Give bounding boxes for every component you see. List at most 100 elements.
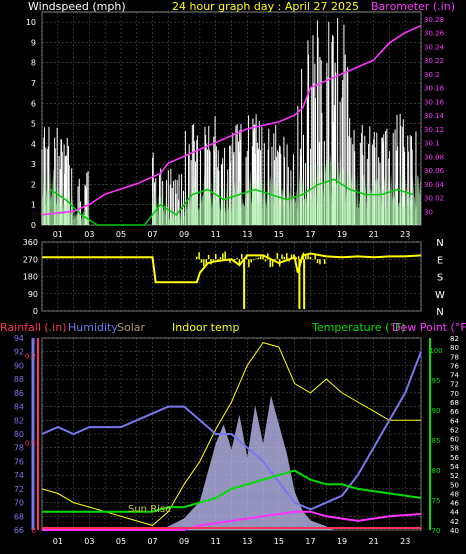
top-hour-tick: 13 (242, 230, 252, 239)
temp-tick-label: 56 (450, 454, 459, 462)
wind-tick-label: 6 (31, 99, 36, 108)
compass-label: N (436, 307, 443, 318)
barometer-tick-label: 30.06 (424, 167, 445, 175)
top-hour-tick: 07 (147, 230, 157, 239)
temp-tick-label: 68 (450, 399, 459, 407)
compass-label: S (437, 273, 443, 284)
chart-title: 24 hour graph day : April 27 2025 (172, 0, 359, 13)
barometer-tick-label: 30 (424, 208, 433, 216)
humidity-tick-label: 78 (14, 444, 24, 453)
temp-tick-label: 60 (450, 436, 459, 444)
barometer-tick-label: 30.24 (424, 43, 445, 51)
temp-tick-label: 42 (450, 518, 459, 526)
humidity-label: Humidity (68, 321, 118, 334)
wind-area (42, 151, 421, 225)
temp-tick-label: 44 (450, 509, 459, 517)
barometer-tick-label: 30.2 (424, 71, 440, 79)
dew-tick-label: 95 (432, 377, 441, 385)
temp-tick-label: 82 (450, 335, 459, 343)
wind-tick-label: 0 (31, 221, 36, 230)
rain-tick-label: 0.2 (25, 352, 36, 360)
wind-tick-label: 2 (31, 180, 36, 189)
bottom-hour-tick: 21 (369, 537, 379, 546)
dew-tick-label: 80 (432, 467, 441, 475)
dew-tick-label: 90 (432, 407, 441, 415)
rain-tick-label: 0.1 (25, 440, 36, 448)
humidity-tick-label: 88 (14, 375, 24, 384)
barometer-tick-label: 30.02 (424, 195, 444, 203)
top-hour-tick: 03 (84, 230, 94, 239)
bottom-hour-tick: 05 (116, 537, 126, 546)
temperature-label: Temperature (°F) (311, 321, 406, 334)
bottom-hour-tick: 15 (274, 537, 284, 546)
rain-tick-label: 0 (32, 527, 36, 535)
compass-label: N (436, 238, 443, 249)
humidity-tick-label: 66 (14, 526, 24, 535)
bottom-hour-tick: 01 (53, 537, 63, 546)
direction-tick-label: 270 (23, 255, 38, 264)
wind-tick-label: 3 (31, 160, 36, 169)
solar-label: Solar (117, 321, 146, 334)
humidity-tick-label: 90 (14, 361, 24, 370)
wind-direction-panel: 0 N 90 W 180 S 270 E 360 N (23, 238, 445, 318)
bottom-hour-tick: 09 (179, 537, 189, 546)
barometer-tick-label: 30.14 (424, 112, 445, 120)
temp-tick-label: 62 (450, 426, 459, 434)
temp-tick-label: 72 (450, 381, 459, 389)
dew-point-line (42, 510, 422, 531)
humidity-tick-label: 86 (14, 389, 24, 398)
temp-tick-label: 54 (450, 463, 459, 471)
humidity-tick-label: 68 (14, 512, 24, 521)
compass-label: W (435, 290, 445, 301)
top-hour-tick: 21 (369, 230, 379, 239)
direction-tick-label: 180 (23, 273, 38, 282)
barometer-tick-label: 30.18 (424, 85, 444, 93)
top-hour-tick: 15 (274, 230, 284, 239)
temperature-humidity-panel: 6668707274767880828486889092944042444648… (14, 334, 460, 546)
dew-tick-label: 75 (432, 497, 441, 505)
temp-tick-label: 76 (450, 362, 459, 370)
rainfall-label: Rainfall (.in) (0, 321, 67, 334)
top-hour-tick: 19 (337, 230, 347, 239)
humidity-tick-label: 92 (14, 348, 24, 357)
dew-tick-label: 70 (432, 527, 441, 535)
mid-marks (42, 251, 422, 310)
humidity-tick-label: 76 (14, 457, 24, 466)
bottom-hour-tick: 11 (211, 537, 221, 546)
temp-tick-label: 58 (450, 445, 459, 453)
top-hour-tick: 11 (211, 230, 221, 239)
barometer-line (41, 24, 422, 216)
windspeed-barometer-panel: 0123456789103030.0230.0430.0630.0830.130… (26, 11, 445, 239)
barometer-tick-label: 30.12 (424, 126, 444, 134)
dew-tick-label: 85 (432, 437, 441, 445)
wind-average-line (49, 178, 414, 226)
wind-tick-label: 7 (31, 79, 36, 88)
bottom-axes: 6668707274767880828486889092944042444648… (14, 334, 460, 546)
barometer-tick-label: 30.28 (424, 16, 444, 24)
top-marks (41, 18, 422, 226)
dew-point-label: Dew Point (°F) (392, 321, 466, 334)
bottom-hour-tick: 19 (337, 537, 347, 546)
top-hour-tick: 23 (400, 230, 410, 239)
direction-tick-label: 360 (23, 238, 38, 247)
humidity-tick-label: 82 (14, 416, 24, 425)
windspeed-label: Windspeed (mph) (28, 0, 126, 13)
humidity-tick-label: 72 (14, 485, 24, 494)
wind-tick-label: 4 (31, 140, 36, 149)
top-hour-tick: 17 (305, 230, 315, 239)
top-axes: 0123456789103030.0230.0430.0630.0830.130… (26, 16, 445, 239)
mid-grid (41, 241, 422, 312)
barometer-tick-label: 30.22 (424, 57, 444, 65)
compass-label: E (437, 255, 443, 266)
bottom-marks (31, 338, 431, 531)
temp-tick-label: 80 (450, 344, 459, 352)
temperature-line (42, 469, 422, 513)
bottom-hour-tick: 17 (305, 537, 315, 546)
humidity-tick-label: 84 (14, 403, 24, 412)
top-hour-tick: 01 (53, 230, 63, 239)
top-hour-tick: 09 (179, 230, 189, 239)
humidity-tick-label: 74 (14, 471, 24, 480)
wind-tick-label: 5 (31, 120, 36, 129)
direction-tick-label: 90 (28, 290, 38, 299)
